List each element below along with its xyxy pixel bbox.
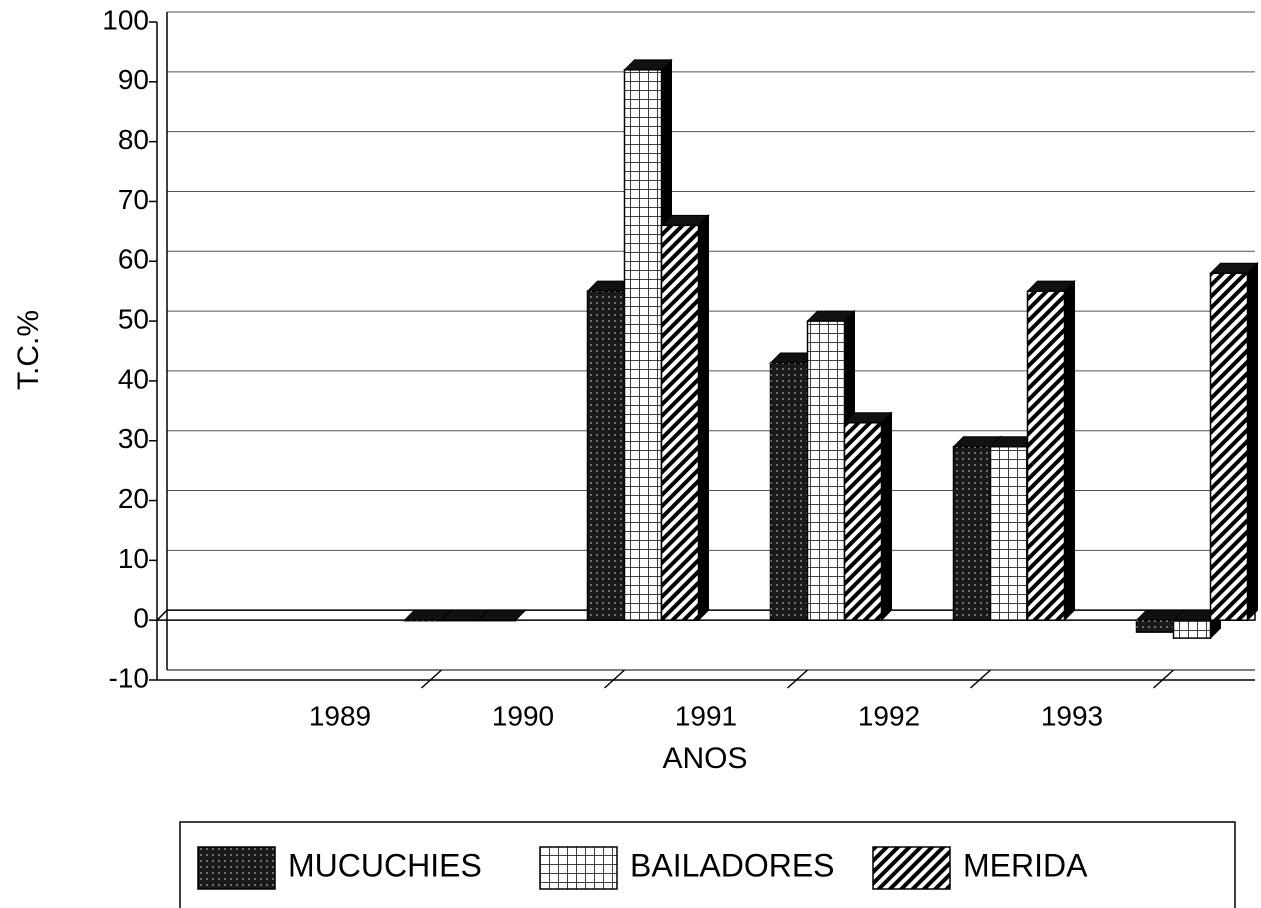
bar-pattern [953, 446, 991, 621]
x-tick-label: 1990 [492, 700, 554, 731]
y-tick-label: 20 [118, 483, 149, 514]
y-tick-label: 80 [118, 124, 149, 155]
y-tick-label: 90 [118, 64, 149, 95]
bar-pattern [844, 422, 882, 621]
legend: MUCUCHIES BAILADORES MERIDA [197, 846, 1088, 890]
axes: -10 0 10 20 30 40 50 60 70 80 90 100 1989 1990 1991 199… [102, 4, 1255, 731]
bar-pattern [1136, 620, 1174, 633]
bar-pattern [1173, 620, 1211, 639]
bars [403, 58, 1259, 640]
x-tick [786, 669, 809, 689]
legend-label: BAILADORES [630, 847, 835, 883]
bar-side [881, 411, 892, 622]
x-axis-title: ANOS [662, 742, 747, 775]
y-tick-label: 60 [118, 244, 149, 275]
bar-pattern [1027, 291, 1065, 621]
legend-swatch-pattern [198, 847, 275, 889]
legend-label: MUCUCHIES [288, 847, 482, 883]
y-tick-label: 100 [102, 4, 149, 35]
y-axis-title: T.C.% [12, 310, 45, 390]
y-tick-label: 40 [118, 363, 149, 394]
x-tick [1152, 669, 1175, 689]
y-tick-label: 10 [118, 543, 149, 574]
x-tick-label: 1989 [309, 700, 371, 731]
bar-pattern [478, 620, 516, 621]
y-tick-label: 50 [118, 303, 149, 334]
legend-label: MERIDA [963, 847, 1088, 883]
bar-side [1064, 279, 1075, 622]
bar-pattern [441, 620, 479, 621]
x-tick-label: 1993 [1041, 700, 1103, 731]
bar-pattern [404, 620, 442, 621]
bar-pattern [587, 291, 625, 621]
x-tick [969, 669, 992, 689]
legend-box [179, 821, 1236, 908]
x-tick-label: 1992 [858, 700, 920, 731]
y-tick-label: 0 [133, 603, 149, 634]
y-tick-label: 30 [118, 423, 149, 454]
bar-pattern [1210, 273, 1248, 621]
legend-swatch-pattern [540, 847, 617, 889]
bar-side [1247, 262, 1258, 622]
bar-pattern [770, 362, 808, 621]
x-tick [420, 669, 443, 689]
bar-pattern [990, 446, 1028, 621]
x-tick-label: 1991 [675, 700, 737, 731]
y-tick-label: -10 [109, 662, 149, 693]
bar-side [698, 214, 709, 622]
bar-pattern [661, 225, 699, 621]
legend-swatch-pattern [873, 847, 950, 889]
x-tick [603, 669, 626, 689]
bar-pattern [624, 69, 662, 621]
bar-pattern [807, 321, 845, 621]
y-tick-label: 70 [118, 184, 149, 215]
